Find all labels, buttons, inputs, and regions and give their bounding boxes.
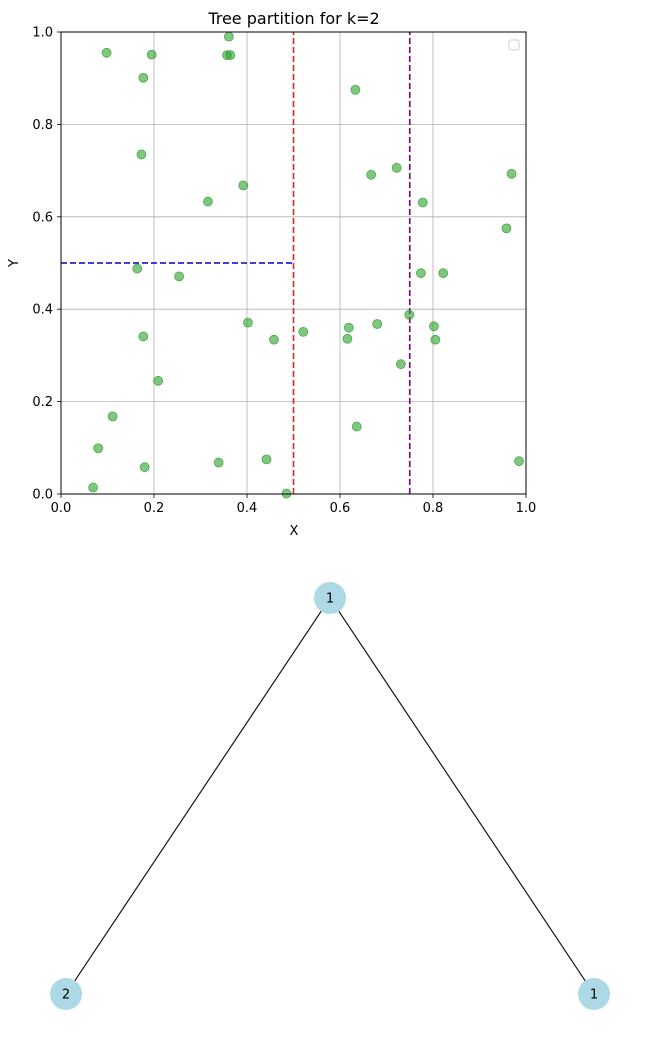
y-axis-ticks: 0.0 0.2 0.4 0.6 0.8 1.0 [32,26,61,503]
x-axis-label: X [290,524,299,539]
data-point [396,359,406,370]
data-point [261,454,272,465]
data-point [404,309,415,320]
y-tick-label: 0.8 [32,118,53,133]
data-point [203,196,213,207]
data-point [225,50,236,60]
data-point [514,456,524,467]
tree-node-right [578,978,610,1010]
y-tick-label: 1.0 [32,26,53,41]
data-point [351,421,362,432]
tree-diagram: 1 2 1 [50,582,610,1010]
data-point [138,331,149,342]
data-point [136,149,147,160]
y-tick-label: 0.4 [32,303,53,318]
x-tick-label: 0.6 [330,501,351,516]
data-point [342,333,353,344]
data-point [350,84,361,95]
data-point [146,49,157,60]
y-tick-label: 0.6 [32,210,53,225]
data-point [501,223,512,234]
data-point [298,326,309,337]
data-point [93,443,104,454]
chart-title: Tree partition for k=2 [207,9,379,28]
tree-node-left [50,978,82,1010]
data-point [430,334,441,345]
data-point [88,482,98,493]
data-point [429,321,439,332]
tree-edge [65,597,331,995]
x-tick-label: 0.2 [144,501,165,516]
data-point [153,375,164,386]
x-tick-label: 1.0 [516,501,537,516]
data-point [101,47,112,58]
data-point [438,268,449,279]
data-point [243,317,253,328]
data-point [138,72,149,83]
y-axis-label: Y [7,259,22,268]
data-point [107,411,118,422]
data-point [174,271,185,282]
data-point [269,334,279,345]
data-point [417,197,428,208]
tree-node-label: 1 [326,592,334,607]
data-point [238,180,249,191]
data-point [213,457,224,468]
tree-node-label: 1 [590,988,598,1003]
tree-node-label: 2 [62,988,70,1003]
data-point [132,263,143,274]
scatter-points [88,31,524,499]
data-point [366,169,377,180]
legend-box [508,39,520,51]
y-tick-label: 0.0 [32,488,53,503]
x-axis-ticks: 0.0 0.2 0.4 0.6 0.8 1.0 [51,494,537,516]
x-tick-label: 0.4 [237,501,258,516]
plot-frame [60,31,527,495]
data-point [506,168,517,179]
tree-edge [329,597,595,995]
y-tick-label: 0.2 [32,395,53,410]
data-point [416,268,426,279]
data-point [223,31,234,42]
partition-lines [61,32,411,494]
data-point [343,322,354,333]
data-point [372,319,383,329]
tree-node-root [314,582,346,614]
x-tick-label: 0.0 [51,501,72,516]
x-tick-label: 0.8 [423,501,444,516]
data-point [391,162,402,173]
data-point [139,462,150,473]
